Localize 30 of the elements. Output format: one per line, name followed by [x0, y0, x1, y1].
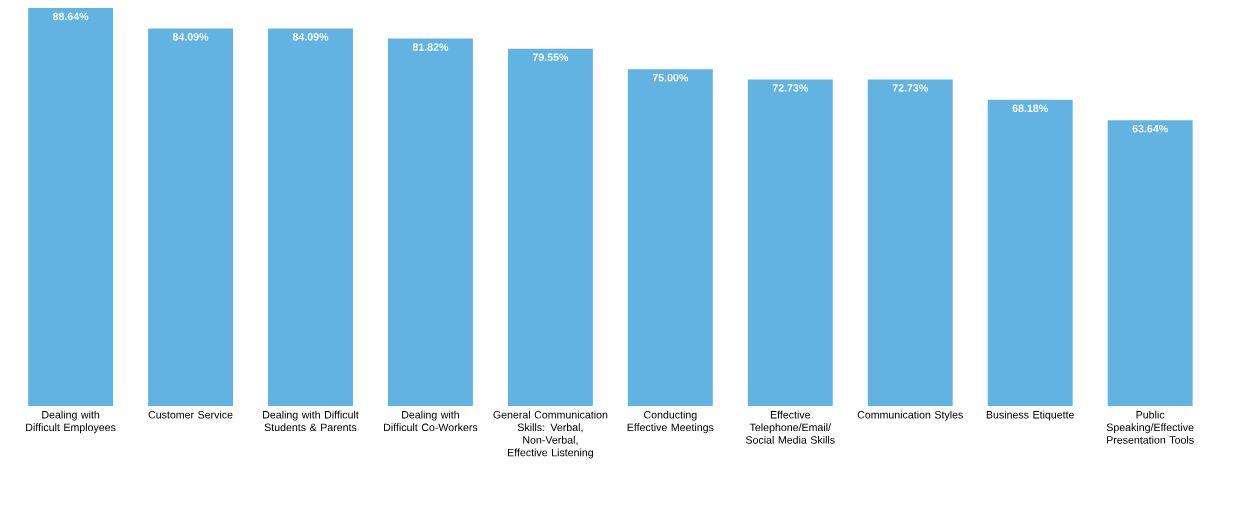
- x-tick-label: Public Speaking/Effective Presentation Tools: [1106, 410, 1194, 444]
- data-label: 72.73%: [892, 84, 928, 92]
- bar: [28, 8, 114, 407]
- bar: [747, 79, 833, 407]
- bar: [387, 38, 473, 407]
- data-label: 84.09%: [292, 33, 329, 41]
- bar: [148, 28, 234, 407]
- x-tick-label: Dealing with Difficult Employees: [26, 410, 116, 434]
- bar: [268, 28, 353, 407]
- data-label: 88.64%: [52, 12, 89, 21]
- x-tick-label: Dealing with Difficult Students & Parents: [263, 410, 359, 432]
- data-label: 63.64%: [1132, 125, 1168, 133]
- x-tick-label: Communication Styles: [857, 410, 963, 421]
- data-label: 84.09%: [172, 33, 209, 41]
- data-label: 75.00%: [652, 74, 689, 82]
- bar: [627, 69, 713, 407]
- x-tick-label: Dealing with Difficult Co-Workers: [384, 410, 478, 432]
- bar: [507, 49, 593, 407]
- data-label: 72.73%: [772, 84, 809, 92]
- bar: [867, 79, 953, 407]
- x-tick-label: Effective Telephone/Email/ Social Media Skills: [745, 410, 835, 444]
- data-label: 79.55%: [532, 53, 569, 62]
- data-label: 81.82%: [412, 43, 449, 52]
- bar: [1107, 120, 1193, 407]
- x-tick-label: Business Etiquette: [986, 410, 1074, 421]
- data-label: 68.18%: [1012, 104, 1048, 113]
- bar: [987, 100, 1073, 407]
- x-tick-label: Customer Service: [148, 410, 233, 419]
- x-tick-label: Conducting Effective Meetings: [627, 410, 714, 434]
- x-tick-label: General Communication Skills: Verbal, Non-Verbal, Effective Listening: [493, 410, 608, 459]
